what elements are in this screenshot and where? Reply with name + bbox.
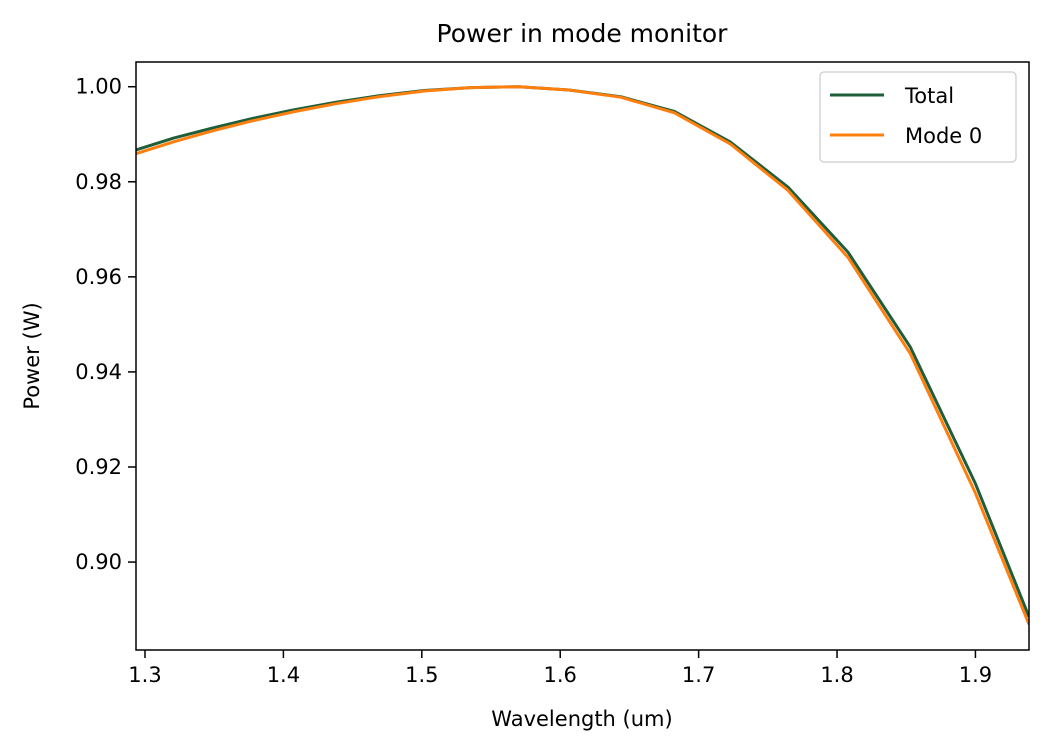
- x-tick-label: 1.7: [682, 663, 715, 687]
- y-tick-label: 0.90: [75, 550, 122, 574]
- legend: Total Mode 0: [819, 71, 1017, 163]
- series-line-total: [136, 85, 1029, 618]
- x-tick-label: 1.8: [820, 663, 853, 687]
- chart-title: Power in mode monitor: [437, 19, 729, 48]
- y-tick-label: 0.98: [75, 170, 122, 194]
- plot-frame: [135, 61, 1030, 651]
- x-tick-label: 1.3: [128, 663, 161, 687]
- x-tick-label: 1.6: [544, 663, 577, 687]
- plot-area: [136, 85, 1029, 625]
- x-tick-label: 1.4: [267, 663, 300, 687]
- series-line-mode-0: [136, 85, 1029, 625]
- y-axis: 0.90 0.92 0.94 0.96 0.98 1.00: [75, 75, 136, 574]
- x-axis: 1.3 1.4 1.5 1.6 1.7 1.8 1.9: [128, 650, 992, 687]
- legend-label-mode-0: Mode 0: [905, 124, 982, 148]
- y-tick-label: 0.92: [75, 455, 122, 479]
- y-tick-label: 0.96: [75, 265, 122, 289]
- x-axis-label: Wavelength (um): [491, 707, 672, 731]
- y-tick-label: 1.00: [75, 75, 122, 99]
- y-tick-label: 0.94: [75, 360, 122, 384]
- legend-label-total: Total: [904, 84, 954, 108]
- x-tick-label: 1.9: [959, 663, 992, 687]
- y-axis-label: Power (W): [20, 302, 44, 409]
- x-tick-label: 1.5: [405, 663, 438, 687]
